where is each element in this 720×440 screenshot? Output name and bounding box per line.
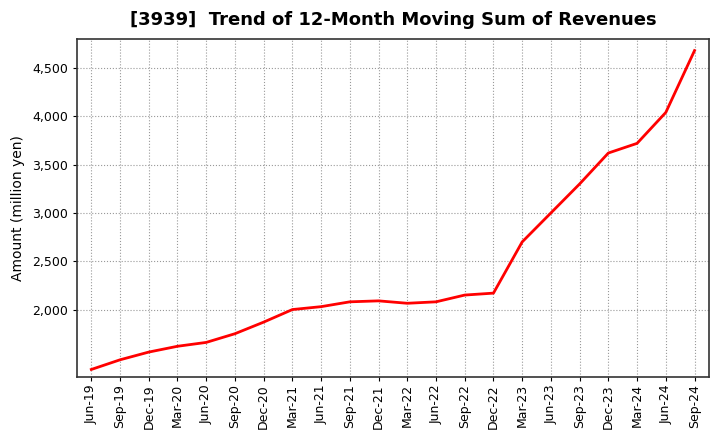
Y-axis label: Amount (million yen): Amount (million yen) xyxy=(11,135,25,281)
Title: [3939]  Trend of 12-Month Moving Sum of Revenues: [3939] Trend of 12-Month Moving Sum of R… xyxy=(130,11,656,29)
